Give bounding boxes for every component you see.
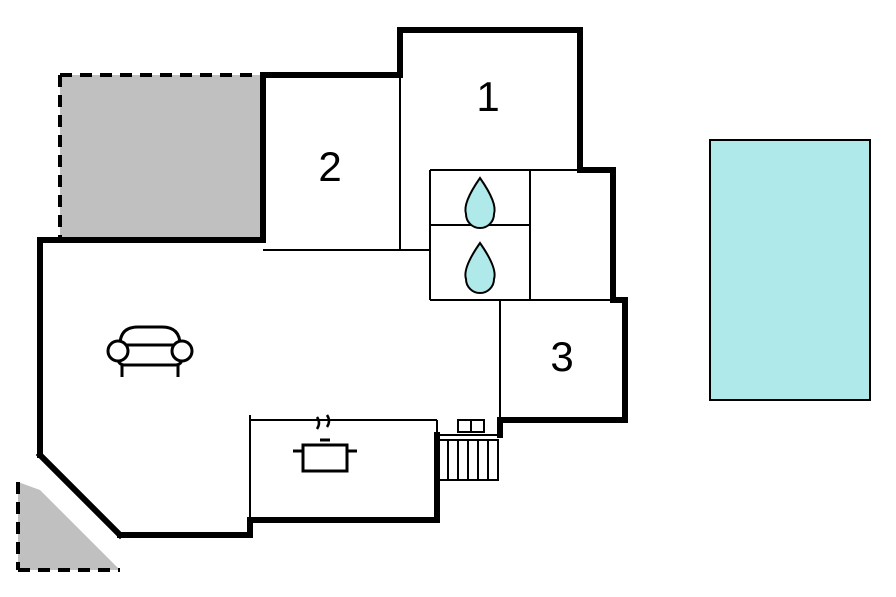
water-drops bbox=[465, 178, 494, 293]
sofa-icon bbox=[108, 327, 192, 377]
terrace bbox=[60, 75, 263, 240]
floor-plan: 1 2 3 bbox=[0, 0, 896, 597]
door-marker bbox=[458, 420, 484, 432]
room-label-2: 2 bbox=[318, 143, 341, 190]
cooking-pot-icon bbox=[293, 415, 357, 471]
room-label-1: 1 bbox=[476, 73, 499, 120]
room-label-3: 3 bbox=[550, 333, 573, 380]
stairs-icon bbox=[438, 440, 498, 480]
pool bbox=[710, 140, 870, 400]
corner-terrace bbox=[18, 482, 120, 570]
